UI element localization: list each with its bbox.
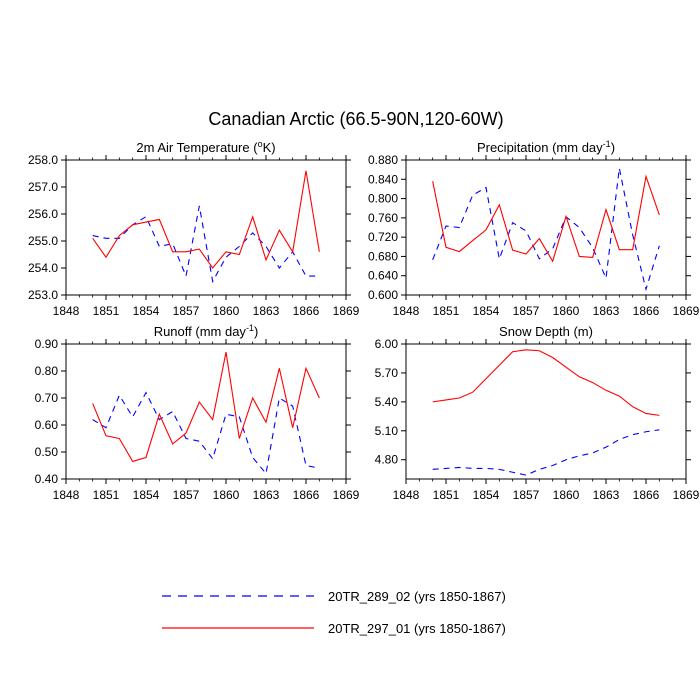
- x-tick-label: 1848: [53, 488, 80, 502]
- y-tick-label: 0.40: [35, 472, 59, 486]
- y-tick-label: 0.90: [35, 337, 59, 351]
- x-tick-label: 1866: [633, 488, 660, 502]
- plot-frame: [65, 343, 347, 480]
- panel-2m-air-temperature-k: 2m Air Temperature (oK) 1848 1851 1854 1857 1…: [28, 139, 360, 318]
- panel-title-main: Precipitation (mm day: [477, 140, 603, 155]
- x-tick-label: 1857: [513, 304, 540, 318]
- series-line-20tr-297-01: [92, 170, 320, 269]
- x-tick-label: 1854: [473, 488, 500, 502]
- y-tick-label: 5.70: [375, 366, 399, 380]
- series-line-20tr-289-02: [92, 391, 320, 475]
- x-tick-label: 1866: [293, 488, 320, 502]
- x-tick-label: 1866: [633, 304, 660, 318]
- plot-frame: [65, 159, 347, 296]
- x-tick-label: 1857: [513, 488, 540, 502]
- panel-snow-depth-m: Snow Depth (m) 1848 1851 1854 1857 1860 1863 18…: [375, 324, 700, 502]
- panel-runoff-mm-day: Runoff (mm day-1) 1848 1851 1854 1857 1860 186…: [35, 323, 360, 502]
- panel-precipitation-mm-day: Precipitation (mm day-1) 1848 1851 1854 1857…: [368, 139, 700, 318]
- panel-title-superscript: -1: [246, 323, 254, 333]
- x-tick-label: 1860: [553, 488, 580, 502]
- panel-title-superscript: o: [258, 139, 263, 149]
- x-tick-label: 1854: [133, 304, 160, 318]
- x-tick-label: 1860: [213, 488, 240, 502]
- y-tick-label: 0.80: [35, 364, 59, 378]
- y-tick-label: 256.0: [28, 207, 58, 221]
- y-tick-label: 0.50: [35, 445, 59, 459]
- y-tick-label: 258.0: [28, 153, 58, 167]
- y-tick-label: 5.10: [375, 424, 399, 438]
- y-tick-label: 0.720: [368, 230, 398, 244]
- panel-title: Runoff (mm day-1): [154, 323, 259, 339]
- panel-title-main: Snow Depth (m): [499, 324, 593, 339]
- x-tick-label: 1860: [213, 304, 240, 318]
- x-tick-label: 1854: [133, 488, 160, 502]
- x-tick-label: 1848: [53, 304, 80, 318]
- series-line-20tr-297-01: [432, 174, 660, 263]
- x-tick-label: 1869: [673, 304, 700, 318]
- x-tick-label: 1857: [173, 488, 200, 502]
- y-tick-label: 253.0: [28, 288, 58, 302]
- x-tick-label: 1857: [173, 304, 200, 318]
- x-tick-label: 1851: [93, 304, 120, 318]
- figure-title: Canadian Arctic (66.5-90N,120-60W): [208, 109, 503, 129]
- panel-title: 2m Air Temperature (oK): [136, 139, 275, 155]
- series-line-20tr-297-01: [432, 349, 660, 416]
- x-tick-label: 1863: [593, 488, 620, 502]
- panels: 2m Air Temperature (oK) 1848 1851 1854 1857 1…: [28, 139, 700, 502]
- x-tick-label: 1869: [333, 304, 360, 318]
- x-tick-label: 1851: [433, 304, 460, 318]
- series-line-20tr-289-02: [432, 429, 660, 476]
- y-tick-label: 0.640: [368, 269, 398, 283]
- panel-title: Snow Depth (m): [499, 324, 593, 339]
- panel-title-suffix: ): [611, 140, 615, 155]
- y-tick-label: 0.880: [368, 153, 398, 167]
- x-tick-label: 1851: [93, 488, 120, 502]
- legend: 20TR_289_02 (yrs 1850-1867) 20TR_297_01 …: [162, 589, 506, 636]
- x-tick-label: 1848: [393, 488, 420, 502]
- y-tick-label: 257.0: [28, 180, 58, 194]
- y-tick-label: 254.0: [28, 261, 58, 275]
- x-tick-label: 1869: [673, 488, 700, 502]
- y-tick-label: 4.80: [375, 453, 399, 467]
- y-tick-label: 255.0: [28, 234, 58, 248]
- y-tick-label: 0.60: [35, 418, 59, 432]
- panel-title-superscript: -1: [603, 139, 611, 149]
- x-tick-label: 1869: [333, 488, 360, 502]
- x-tick-label: 1863: [253, 304, 280, 318]
- series-line-20tr-289-02: [432, 168, 660, 292]
- y-tick-label: 0.840: [368, 172, 398, 186]
- x-tick-label: 1854: [473, 304, 500, 318]
- y-tick-label: 0.600: [368, 288, 398, 302]
- x-tick-label: 1866: [293, 304, 320, 318]
- plot-frame: [405, 159, 687, 296]
- y-tick-label: 0.70: [35, 391, 59, 405]
- y-tick-label: 6.00: [375, 337, 399, 351]
- plot-frame: [405, 343, 687, 480]
- panel-title-suffix: ): [254, 324, 258, 339]
- y-tick-label: 0.800: [368, 192, 398, 206]
- x-tick-label: 1848: [393, 304, 420, 318]
- series-line-20tr-289-02: [92, 205, 320, 284]
- panel-title-main: 2m Air Temperature (: [136, 140, 258, 155]
- x-tick-label: 1863: [253, 488, 280, 502]
- x-tick-label: 1851: [433, 488, 460, 502]
- panel-title-main: Runoff (mm day: [154, 324, 247, 339]
- x-tick-label: 1863: [593, 304, 620, 318]
- legend-label-20TR_297_01: 20TR_297_01 (yrs 1850-1867): [328, 621, 506, 636]
- legend-label-20TR_289_02: 20TR_289_02 (yrs 1850-1867): [328, 589, 506, 604]
- x-tick-label: 1860: [553, 304, 580, 318]
- y-tick-label: 0.680: [368, 249, 398, 263]
- panel-title-suffix: K): [263, 140, 276, 155]
- y-tick-label: 5.40: [375, 395, 399, 409]
- series-line-20tr-297-01: [92, 351, 320, 463]
- panel-title: Precipitation (mm day-1): [477, 139, 615, 155]
- y-tick-label: 0.760: [368, 211, 398, 225]
